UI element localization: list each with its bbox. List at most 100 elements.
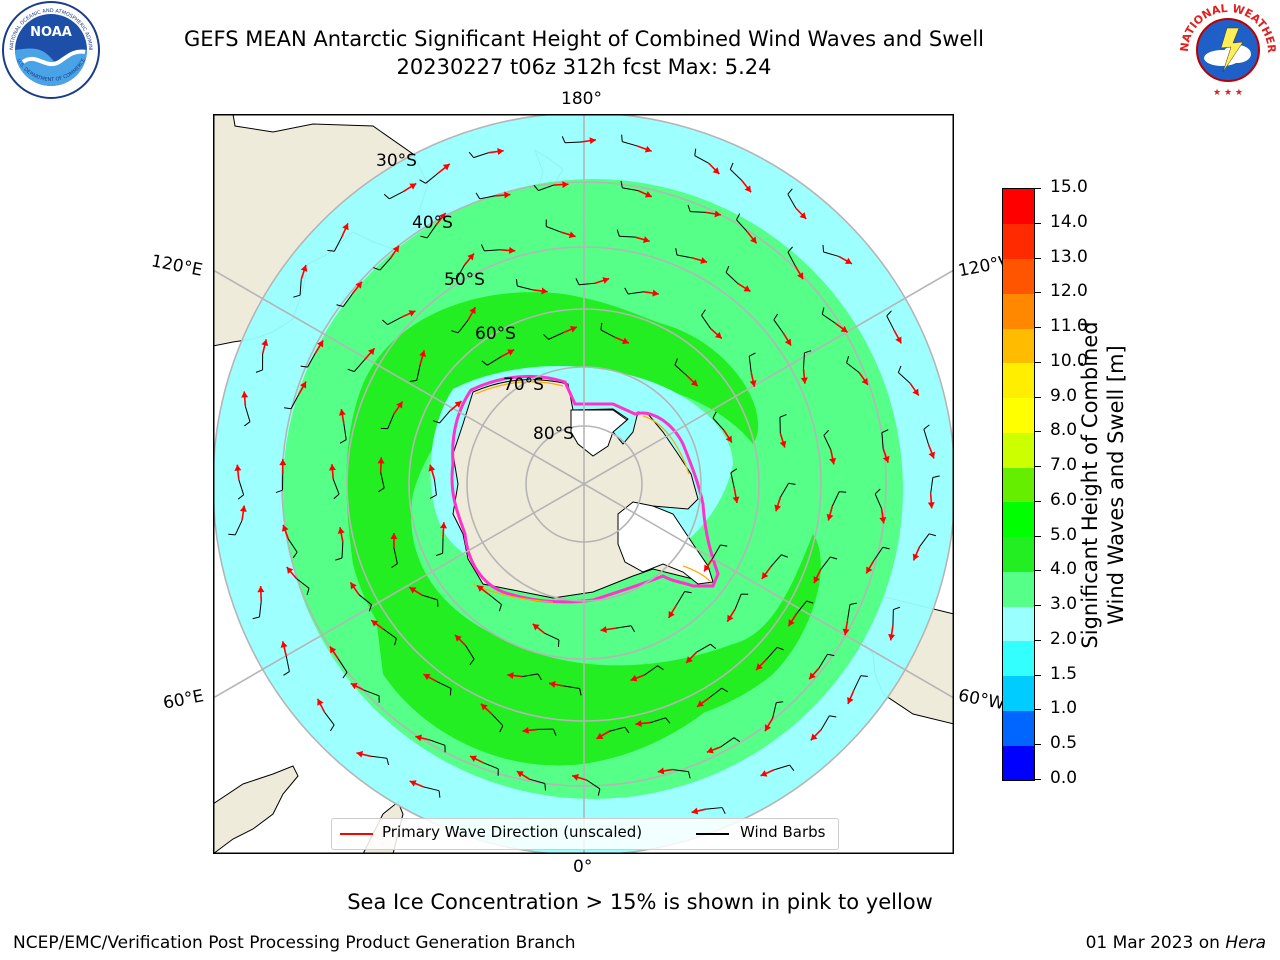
wave-arrow-head	[469, 307, 476, 315]
colorbar-tick	[1034, 396, 1041, 398]
wave-arrow-head	[845, 257, 852, 264]
colorbar-tick-label: 0.0	[1050, 768, 1078, 788]
wave-arrow-head	[507, 349, 515, 356]
wind-barb-feather	[893, 606, 901, 611]
credit-right: 01 Mar 2023 on Hera	[1085, 933, 1266, 953]
wind-barb-feather	[616, 229, 620, 237]
colorbar-tick	[1034, 431, 1041, 433]
wave-arrow-head	[439, 212, 446, 220]
wave-arrow-head	[317, 340, 324, 348]
lon-label-60e: 60°E	[161, 686, 206, 714]
wave-arrow-head	[549, 680, 556, 688]
wind-barb-staff	[332, 478, 340, 495]
wave-arrow-head	[895, 336, 902, 344]
wind-barb-staff	[425, 172, 439, 184]
lon-label-60w: 60°W	[956, 685, 1007, 715]
wave-arrow-head	[888, 633, 896, 641]
wave-arrow-head	[668, 611, 675, 618]
wind-barb-staff	[696, 643, 711, 653]
colorbar-tick	[1034, 709, 1041, 711]
wave-arrow-head	[797, 272, 804, 280]
colorbar-tick	[1034, 744, 1041, 746]
wind-barb-staff	[563, 685, 580, 690]
colorbar-segment	[1003, 745, 1034, 781]
wind-barb-staff	[383, 628, 397, 639]
wind-barb-feather	[292, 551, 298, 559]
colorbar-tick	[1034, 361, 1041, 363]
wind-barb-feather	[382, 319, 388, 325]
colorbar-segment	[1003, 675, 1034, 711]
svg-text:NOAA: NOAA	[30, 25, 72, 40]
wave-arrow-head	[328, 464, 336, 471]
colorbar-segment	[1003, 189, 1034, 225]
wind-barb-feather	[336, 304, 344, 308]
wind-barb-staff	[491, 713, 504, 727]
wind-barb-feather	[777, 646, 784, 651]
wave-arrow-head	[829, 457, 837, 465]
wind-barb-feather	[552, 728, 557, 736]
wave-arrow-head	[356, 750, 364, 758]
wind-barb-feather	[806, 600, 814, 604]
wind-barb-staff	[423, 786, 440, 792]
wind-barb-feather	[721, 807, 726, 815]
wind-barb-staff	[615, 625, 632, 629]
wind-barb-feather	[394, 638, 397, 646]
colorbar-tick-label: 0.5	[1050, 733, 1078, 754]
colorbar-tick	[1034, 292, 1041, 294]
lat-label-80s: 80°S	[533, 424, 574, 444]
legend-wave-swatch	[340, 833, 373, 835]
wind-barb-staff	[342, 293, 354, 307]
svg-text:★ ★ ★: ★ ★ ★	[1213, 88, 1243, 98]
colorbar-tick	[1034, 570, 1041, 572]
wave-arrow-head	[826, 513, 834, 521]
wave-arrow-head	[390, 533, 398, 540]
wind-barb-staff	[290, 394, 300, 409]
colorbar-tick-label: 5.0	[1050, 524, 1078, 545]
wind-barb-staff	[622, 187, 639, 192]
wind-barb-feather	[729, 162, 734, 170]
wave-arrow-head	[784, 338, 791, 346]
wave-arrow-head	[454, 401, 462, 408]
wind-barb-feather	[255, 369, 263, 373]
wind-barb-feather	[928, 533, 936, 537]
colorbar-tick-label: 1.0	[1050, 698, 1078, 719]
wind-barb-feather	[335, 557, 343, 561]
wave-arrow-head	[419, 350, 426, 358]
wind-barb-feather	[882, 546, 890, 550]
wind-barb-feather	[252, 616, 260, 620]
colorbar-tick-label: 13.0	[1050, 246, 1088, 267]
wind-barb-staff	[886, 315, 895, 331]
graticule	[213, 114, 954, 854]
colorbar-tick-label: 14.0	[1050, 211, 1088, 232]
wind-barb-staff	[343, 423, 347, 440]
wave-arrow-head	[706, 746, 714, 754]
wave-arrow-head	[800, 377, 808, 384]
wave-arrow-head	[350, 582, 357, 590]
colorbar-tick	[1034, 466, 1041, 468]
wave-arrow-head	[409, 587, 417, 594]
wind-barbs	[228, 134, 940, 815]
wave-arrow-head	[761, 571, 769, 579]
wave-arrow-head	[279, 459, 287, 466]
wind-barb-staff	[387, 316, 402, 326]
wave-arrow-head	[280, 641, 288, 648]
wave-arrow-head	[774, 504, 782, 512]
colorbar-tick	[1034, 639, 1041, 641]
legend-wave-label: Primary Wave Direction (unscaled)	[382, 823, 643, 841]
wind-barb-staff	[820, 556, 831, 570]
wave-arrow-head	[569, 326, 577, 333]
wind-barb-staff	[923, 429, 929, 445]
wave-arrow-head	[509, 246, 516, 254]
wind-barb-staff	[930, 477, 934, 494]
wind-barb-feather	[330, 724, 335, 732]
lat-label-50s: 50°S	[444, 270, 485, 290]
wind-barb-feather	[391, 563, 398, 568]
wind-barb-staff	[333, 236, 343, 252]
wind-barb-staff	[898, 372, 911, 384]
wind-barb-staff	[483, 762, 499, 770]
colorbar-tick	[1034, 327, 1041, 329]
colorbar-tick	[1034, 779, 1041, 780]
wind-barb-staff	[874, 493, 883, 509]
wind-barb-staff	[853, 675, 862, 691]
wave-arrow-head	[409, 780, 417, 787]
